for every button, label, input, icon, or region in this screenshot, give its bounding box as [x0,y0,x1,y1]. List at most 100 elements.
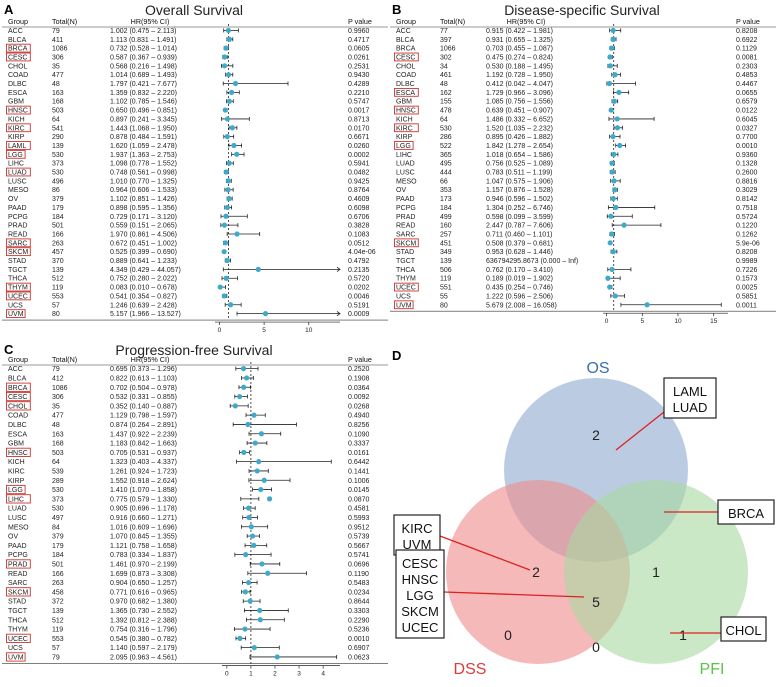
hr-ci-text: 1.246 (0.639 – 2.428) [110,302,177,309]
hr-ci-text: 0.703 (0.455 – 1.087) [486,46,553,53]
hr-ci-text: 0.532 (0.331 – 0.855) [110,394,177,401]
total-n: 48 [52,81,60,88]
table-row: BRCA 1066 0.703 (0.455 – 1.087) 0.1129 [396,45,757,53]
total-n: 506 [440,267,452,274]
table-row: PCPG 184 0.783 (0.334 – 1.837) 0.5741 [8,552,370,559]
table-row: SARC 263 0.672 (0.451 – 1.002) 0.0512 [6,238,370,248]
p-value: 0.0002 [348,152,370,159]
p-value: 0.4717 [348,37,370,44]
group-label: LGG [8,152,23,159]
hr-ci-text: 5.157 (1.966 – 13.527) [110,311,181,318]
group-label: LIHC [8,496,24,503]
table-row: SKCM 451 0.508 (0.379 – 0.681) 5.9e-06 [394,238,760,247]
hr-point [251,645,257,651]
hr-ci-text: 1.437 (0.922 – 2.239) [110,431,177,438]
group-label: THYM [8,627,28,634]
group-label: UVM [8,311,24,318]
table-row: STAD 349 0.953 (0.628 – 1.446) 0.8208 [396,249,758,256]
p-value: 0.4853 [736,72,758,79]
p-value: 0.0364 [348,385,370,392]
hr-ci-text: 0.189 (0.019 – 1.902) [486,276,553,283]
total-n: 1086 [52,385,68,392]
table-row: UCEC 553 0.545 (0.380 – 0.782) 0.0010 [6,633,370,643]
total-n: 365 [440,152,452,159]
x-tick-label: 10 [674,318,682,325]
p-value: 0.0092 [348,394,370,401]
group-label: LUAD [8,170,27,177]
hr-point [608,45,615,51]
total-n: 522 [440,143,452,150]
total-n: 179 [52,543,64,550]
p-value: 0.4940 [348,413,370,420]
set-label-dss: DSS [454,661,487,678]
hr-point [265,570,271,576]
total-n: 370 [52,258,64,265]
forest-panel-overall-survival: A Overall Survival Group Total(N) HR(95% CI)… [2,2,388,332]
significance-box [6,149,26,159]
group-label: KICH [8,459,25,466]
hr-point [223,213,229,219]
table-row: UCS 55 1.222 (0.596 – 2.506) 0.5851 [396,293,758,300]
table-row: DLBC 48 0.412 (0.042 – 4.047) 0.4467 [396,80,758,88]
hr-ci-text: 0.822 (0.613 – 1.103) [110,375,177,382]
significance-box [6,105,31,115]
hr-point [226,98,232,104]
hr-point [225,72,232,78]
hr-ci-text: 1.552 (0.918 – 2.624) [110,478,177,485]
group-label: HNSC [8,450,28,457]
total-n: 160 [440,223,452,230]
group-label: SARC [8,240,27,247]
p-value: 4.04e-06 [348,249,376,256]
hr-ci-text: 1.002 (0.475 – 2.113) [110,28,176,35]
table-row: KIRP 286 0.895 (0.426 – 1.882) 0.7700 [396,134,758,141]
total-n: 397 [440,37,452,44]
table-row: LIHC 365 1.018 (0.654 – 1.586) 0.9360 [396,151,758,159]
significance-box [6,587,31,597]
hr-ci-text: 0.525 (0.399 – 0.690) [110,249,177,256]
table-row: OV 353 1.157 (0.876 – 1.528) 0.3029 [396,187,758,194]
forest-panel-progression-free-survival: C Progression-free Survival Group Total(N) H… [2,342,388,678]
table-row: LUAD 530 0.748 (0.561 – 0.998) 0.0482 [6,167,370,177]
table-row: TGCT 139 636794295.8673 (0.000 – Inf) 0.998… [396,258,758,265]
p-value: 0.8816 [736,178,758,185]
p-value: 0.7700 [736,134,758,141]
hr-ci-text: 0.639 (0.451 – 0.907) [486,108,553,115]
total-n: 458 [52,589,64,596]
p-value: 0.6579 [736,99,758,106]
group-label: COAD [8,72,28,79]
x-tick-label: 5 [640,318,644,325]
significance-box [6,633,31,643]
table-row: KICH 64 0.897 (0.241 – 3.345) 0.8713 [8,116,370,123]
total-n: 162 [440,90,452,97]
table-row: COAD 461 1.192 (0.728 – 1.950) 0.4853 [396,72,758,79]
hr-ci-text: 0.530 (0.188 – 1.495) [486,63,553,70]
group-label: CHOL [396,63,416,70]
total-n: 501 [52,561,64,568]
total-n: 286 [440,134,452,141]
table-row: PRAD 499 0.598 (0.099 – 3.599) 0.5724 [396,213,758,221]
total-n: 184 [52,214,64,221]
p-value: 0.3029 [736,187,758,194]
p-value: 0.0170 [348,125,370,132]
p-value: 0.0046 [348,293,370,300]
total-n: 411 [52,37,63,44]
group-label: MESO [8,187,29,194]
group-label: BRCA [8,46,28,53]
hr-ci-text: 1.016 (0.609 – 1.696) [110,524,177,531]
significance-box [6,238,31,248]
region-count-dss_pfi: 0 [592,639,600,655]
p-value: 0.0234 [348,589,370,596]
group-label: UCS [8,302,23,309]
table-row: THYM 119 0.189 (0.019 – 1.902) 0.1573 [396,275,758,283]
total-n: 306 [52,54,64,61]
hr-point [222,107,228,113]
group-label: UCS [396,293,411,300]
table-row: DLBC 48 0.874 (0.264 – 2.891) 0.8256 [8,421,370,429]
hr-point [241,384,247,390]
group-label: LGG [8,487,23,494]
header-hr: HR(95% CI) [507,17,546,26]
hr-point [609,266,615,272]
total-n: 379 [52,196,64,203]
group-label: LIHC [396,152,412,159]
p-value: 0.2135 [348,267,370,274]
